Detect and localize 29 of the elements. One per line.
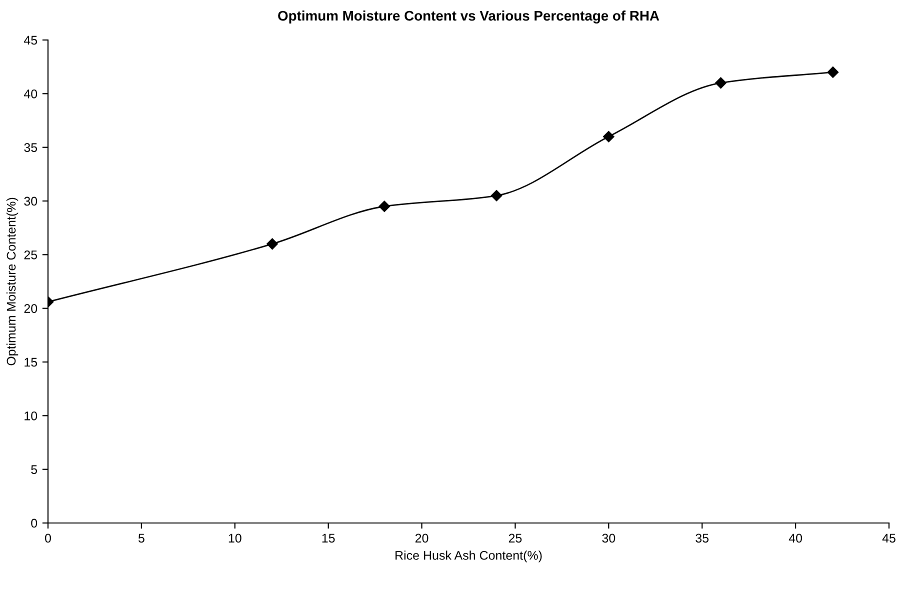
- point: [266, 238, 278, 250]
- x-tick-label: 20: [415, 534, 428, 543]
- x-tick-label: 25: [508, 534, 522, 543]
- x-tick-label: 30: [602, 534, 616, 543]
- y-tick-label: 15: [24, 358, 38, 367]
- y-axis-title: Optimum Moisture Content(%): [6, 198, 18, 366]
- x-tick-label: 10: [228, 534, 242, 543]
- x-tick-label: 40: [788, 534, 802, 543]
- y-tick-label: 30: [24, 196, 38, 206]
- y-tick-label: 25: [24, 250, 38, 260]
- y-tick-label: 40: [24, 89, 38, 98]
- x-axis-title: Rice Husk Ash Content(%): [396, 550, 542, 562]
- y-tick-label: 35: [24, 143, 38, 152]
- y-tick-label: 10: [24, 411, 38, 420]
- chart-title: Optimum Moisture Content vs Various Percentage of RHA: [278, 10, 660, 24]
- y-tick-label: 20: [24, 304, 38, 313]
- point: [378, 200, 390, 212]
- y-tick-label: 45: [24, 36, 38, 45]
- x-tick-label: 5: [138, 534, 144, 543]
- point: [715, 77, 726, 89]
- x-tick-label: 35: [696, 534, 709, 543]
- y-tick-label: 5: [31, 465, 38, 474]
- x-tick-label: 0: [45, 534, 51, 543]
- y-tick-label: 0: [31, 518, 38, 528]
- point: [603, 130, 614, 142]
- point: [490, 190, 502, 202]
- x-tick-label: 45: [882, 534, 896, 543]
- point: [827, 66, 839, 78]
- x-tick-label: 15: [322, 534, 335, 543]
